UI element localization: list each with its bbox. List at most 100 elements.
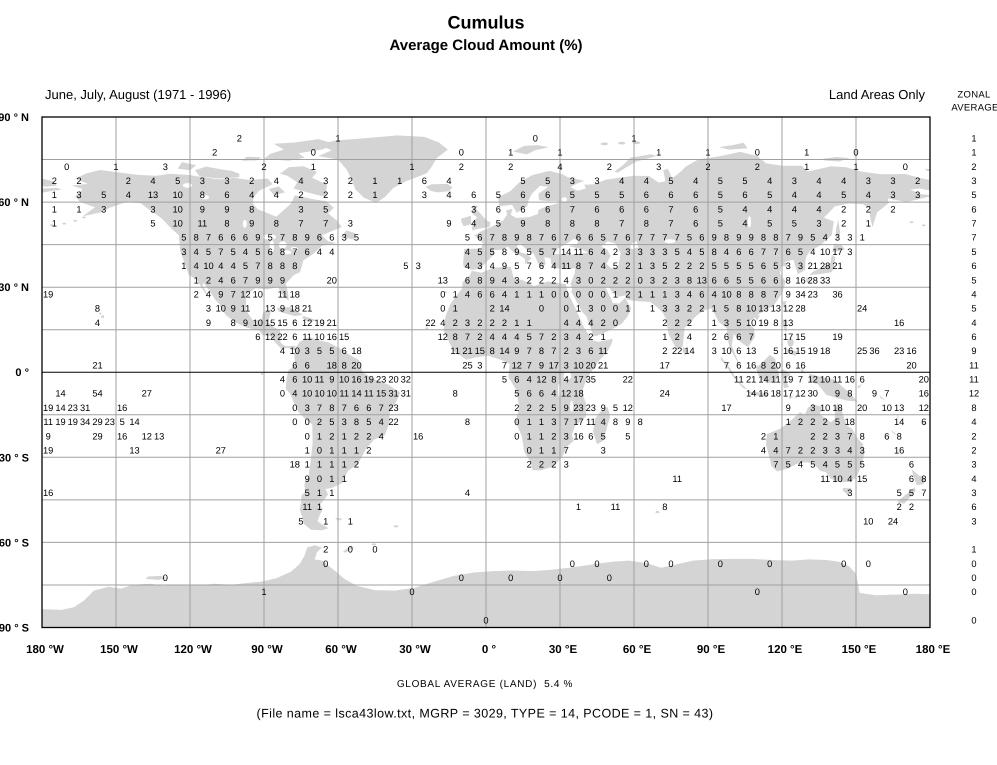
svg-text:0: 0 [594, 559, 599, 569]
svg-text:0: 0 [903, 587, 908, 597]
svg-text:11: 11 [771, 375, 781, 385]
svg-text:5: 5 [712, 261, 717, 271]
svg-text:6: 6 [545, 204, 550, 214]
svg-text:9: 9 [200, 204, 205, 214]
svg-text:5: 5 [545, 176, 550, 186]
svg-text:11: 11 [734, 375, 744, 385]
svg-text:0: 0 [459, 148, 464, 158]
svg-text:5: 5 [625, 431, 630, 441]
svg-text:13: 13 [438, 275, 448, 285]
svg-text:3: 3 [551, 417, 556, 427]
svg-text:2: 2 [348, 190, 353, 200]
svg-text:13: 13 [771, 304, 781, 314]
svg-text:0: 0 [440, 290, 445, 300]
svg-text:0: 0 [601, 304, 606, 314]
svg-text:18: 18 [351, 346, 361, 356]
svg-text:6: 6 [786, 247, 791, 257]
svg-text:0: 0 [527, 445, 532, 455]
svg-text:5: 5 [527, 332, 532, 342]
svg-text:3: 3 [564, 332, 569, 342]
svg-text:4: 4 [588, 318, 593, 328]
svg-text:0: 0 [539, 304, 544, 314]
svg-text:6: 6 [317, 233, 322, 243]
svg-text:1: 1 [317, 460, 322, 470]
svg-text:4: 4 [971, 318, 976, 328]
svg-text:2: 2 [798, 417, 803, 427]
svg-text:2: 2 [625, 275, 630, 285]
svg-text:4: 4 [761, 445, 766, 455]
svg-text:2: 2 [601, 275, 606, 285]
svg-text:6: 6 [576, 233, 581, 243]
svg-text:0: 0 [551, 290, 556, 300]
svg-text:1: 1 [576, 502, 581, 512]
svg-text:4: 4 [816, 176, 821, 186]
svg-text:8: 8 [453, 389, 458, 399]
svg-text:0: 0 [866, 559, 871, 569]
svg-text:2: 2 [348, 176, 353, 186]
svg-text:7: 7 [662, 233, 667, 243]
svg-text:12: 12 [969, 389, 979, 399]
svg-text:0: 0 [564, 304, 569, 314]
svg-text:1: 1 [557, 148, 562, 158]
svg-text:8: 8 [761, 233, 766, 243]
svg-text:1: 1 [527, 431, 532, 441]
svg-text:3: 3 [890, 190, 895, 200]
svg-text:6: 6 [594, 204, 599, 214]
svg-text:1: 1 [638, 290, 643, 300]
svg-text:5: 5 [860, 460, 865, 470]
svg-text:3: 3 [101, 204, 106, 214]
svg-text:11: 11 [586, 417, 596, 427]
svg-text:19: 19 [808, 346, 818, 356]
svg-text:7: 7 [564, 417, 569, 427]
svg-text:4: 4 [742, 219, 747, 229]
svg-text:14: 14 [129, 417, 139, 427]
svg-text:13: 13 [129, 445, 139, 455]
svg-text:16: 16 [746, 360, 756, 370]
svg-text:3: 3 [477, 360, 482, 370]
svg-text:5: 5 [305, 488, 310, 498]
svg-text:11: 11 [833, 375, 843, 385]
svg-text:0: 0 [163, 573, 168, 583]
svg-text:8: 8 [749, 290, 754, 300]
svg-text:0: 0 [514, 417, 519, 427]
svg-text:90 °E: 90 °E [697, 644, 726, 656]
svg-text:4: 4 [194, 261, 199, 271]
svg-text:6: 6 [971, 204, 976, 214]
svg-text:150 °W: 150 °W [100, 644, 138, 656]
svg-text:9: 9 [514, 247, 519, 257]
svg-text:19: 19 [314, 318, 324, 328]
svg-text:9: 9 [786, 403, 791, 413]
svg-text:8: 8 [280, 247, 285, 257]
svg-text:1: 1 [76, 204, 81, 214]
svg-text:8: 8 [662, 502, 667, 512]
svg-text:6: 6 [693, 204, 698, 214]
svg-text:7: 7 [650, 233, 655, 243]
svg-text:3: 3 [564, 431, 569, 441]
svg-text:4: 4 [274, 190, 279, 200]
svg-text:8: 8 [453, 332, 458, 342]
svg-text:6: 6 [588, 247, 593, 257]
svg-text:2: 2 [841, 219, 846, 229]
svg-text:10: 10 [216, 304, 226, 314]
svg-text:12: 12 [623, 403, 633, 413]
svg-text:9: 9 [446, 219, 451, 229]
svg-text:9: 9 [305, 474, 310, 484]
svg-text:6: 6 [742, 190, 747, 200]
svg-text:2: 2 [687, 304, 692, 314]
svg-text:2: 2 [354, 460, 359, 470]
svg-text:1: 1 [329, 445, 334, 455]
svg-text:6: 6 [668, 190, 673, 200]
svg-text:7: 7 [564, 233, 569, 243]
svg-text:7: 7 [243, 275, 248, 285]
svg-text:0: 0 [644, 559, 649, 569]
svg-text:4: 4 [329, 247, 334, 257]
svg-text:2: 2 [490, 304, 495, 314]
svg-text:25: 25 [462, 360, 472, 370]
svg-text:2: 2 [366, 431, 371, 441]
svg-text:5: 5 [514, 389, 519, 399]
svg-text:6: 6 [619, 204, 624, 214]
svg-text:21: 21 [92, 360, 102, 370]
svg-text:9: 9 [872, 389, 877, 399]
svg-text:12: 12 [919, 403, 929, 413]
svg-text:4: 4 [514, 332, 519, 342]
